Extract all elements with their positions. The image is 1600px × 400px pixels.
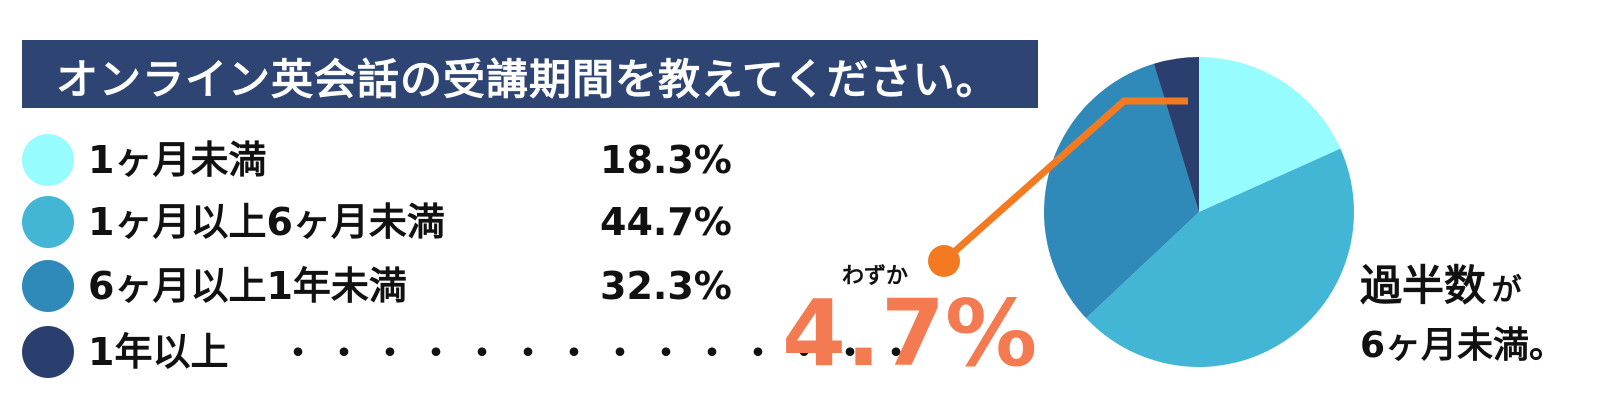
title-bar: オンライン英会話の受講期間を教えてください。 [22,40,1038,108]
highlight-note: わずか [842,264,909,289]
pie-slice-4 [1153,57,1199,212]
legend-swatch [22,260,74,312]
pie-slice-1 [1199,57,1341,212]
legend-swatch [22,196,74,248]
callout-line [941,97,1188,264]
legend-label: 1ヶ月未満 [88,138,267,182]
legend-label: 1ヶ月以上6ヶ月未満 [88,200,445,244]
legend-label: 1年以上 [88,330,229,374]
legend-value: 44.7% [600,200,732,244]
callout-dot [928,245,960,277]
chart-title: オンライン英会話の受講期間を教えてください。 [56,55,999,104]
pie-slice-3 [1044,63,1199,319]
legend-swatch [22,134,74,186]
legend-label: 6ヶ月以上1年未満 [88,264,407,308]
leader-dots: ・・・・・・・・・・・・・・ [280,333,925,374]
pie-slice-2 [1086,148,1355,367]
summary-line-2: 6ヶ月未満。 [1360,325,1566,366]
summary-bold: 過半数 [1360,261,1487,310]
highlight-value: 4.7% [782,280,1038,387]
pie-slices [1044,57,1355,367]
summary-line-1: 過半数 が [1360,262,1522,319]
summary-particle: が [1491,273,1522,308]
legend-value: 32.3% [600,264,732,308]
legend-value: 18.3% [600,138,732,182]
legend-swatch [22,326,74,378]
